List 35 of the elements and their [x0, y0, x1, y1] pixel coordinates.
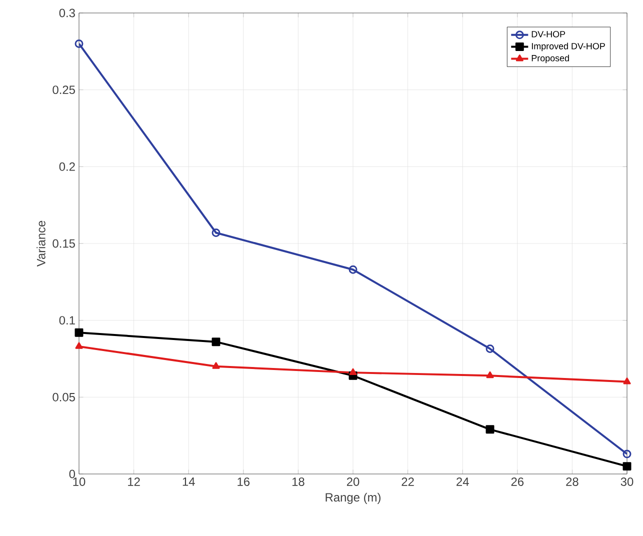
point	[74, 328, 84, 337]
x-tick-label: 18	[292, 478, 304, 486]
point	[486, 371, 494, 378]
point	[349, 368, 357, 376]
point	[212, 338, 220, 346]
point	[75, 342, 83, 349]
y-tick-label: 0.05	[52, 392, 75, 402]
x-tick-label: 20	[346, 478, 360, 486]
point	[622, 462, 632, 471]
x-tick-label: 28	[566, 478, 578, 486]
point	[486, 425, 494, 434]
y-tick-label: 0.25	[52, 86, 75, 94]
x-tick-label: 22	[402, 478, 414, 486]
x-tick-label: 16	[238, 478, 250, 486]
legend-label: Proposed	[532, 54, 569, 64]
x-tick-label: 10	[73, 478, 86, 486]
legend-label: DV-HOP	[532, 30, 566, 38]
x-tick-label: 14	[182, 478, 195, 486]
y-axis-title: Variance	[36, 220, 46, 267]
y-tick-label: 0.1	[59, 316, 75, 325]
point	[623, 378, 631, 384]
y-tick-label: 0.2	[59, 162, 75, 171]
x-axis-title: Range (m)	[326, 492, 380, 504]
y-tick-label: 0	[69, 470, 76, 478]
legend-label: Improved DV-HOP	[532, 42, 605, 52]
x-tick-label: 24	[456, 478, 469, 486]
point	[212, 228, 220, 237]
x-tick-label: 12	[128, 478, 140, 486]
x-tick-label: 26	[511, 478, 524, 486]
y-tick-label: 0.3	[59, 8, 75, 18]
point	[348, 265, 358, 274]
point	[486, 344, 494, 353]
point	[212, 362, 220, 369]
x-tick-label: 30	[620, 478, 634, 486]
y-tick-label: 0.15	[52, 239, 75, 248]
